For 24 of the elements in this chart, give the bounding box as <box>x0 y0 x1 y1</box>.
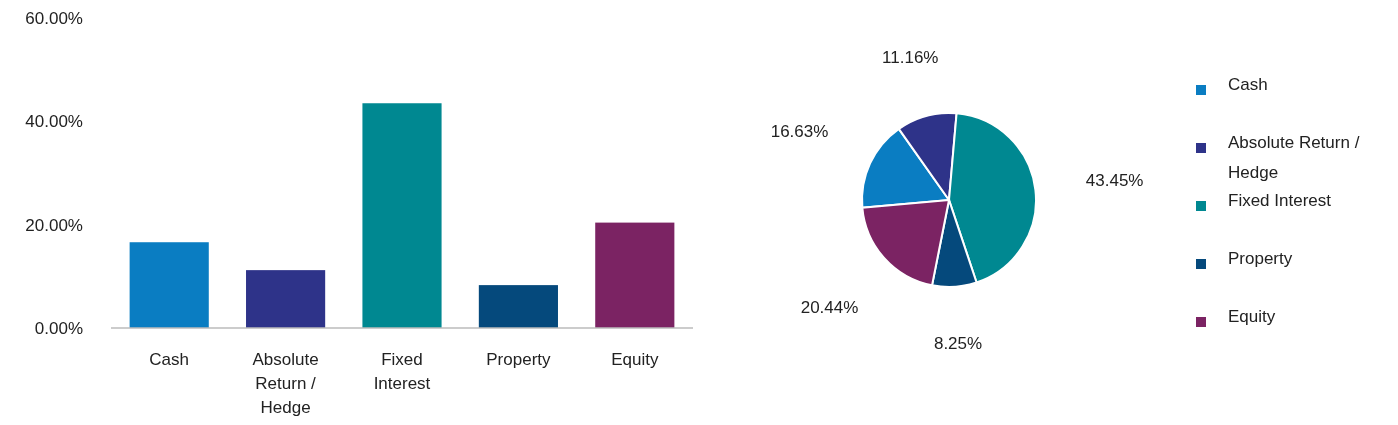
bar <box>362 103 442 328</box>
bar <box>129 242 209 328</box>
data-label: 20.44% <box>800 298 859 318</box>
bar <box>246 270 326 328</box>
y-tick-label: 40.00% <box>25 112 83 132</box>
bar <box>595 222 675 328</box>
legend-label: Property <box>1228 249 1293 268</box>
x-tick-label: Equity <box>611 350 659 369</box>
legend-label: Fixed Interest <box>1228 191 1332 210</box>
data-label: 11.16% <box>882 47 939 67</box>
x-tick-label: Fixed Interest <box>373 350 431 393</box>
y-tick-label: 0.00% <box>34 318 83 338</box>
x-tick-label: Cash <box>149 350 190 369</box>
data-label: 16.63% <box>770 121 829 141</box>
x-tick-label: Property <box>486 350 552 369</box>
y-tick-label: 20.00% <box>25 215 83 235</box>
x-tick-label: Absolute Return / Hedge <box>252 350 319 417</box>
data-label: 8.25% <box>933 334 983 354</box>
legend-label: Absolute Return / Hedge <box>1228 133 1360 182</box>
bar <box>478 285 558 328</box>
data-label: 43.45% <box>1085 171 1144 191</box>
legend-label: Cash <box>1228 75 1268 94</box>
y-tick-label: 60.00% <box>25 8 83 28</box>
legend-label: Equity <box>1228 307 1276 326</box>
